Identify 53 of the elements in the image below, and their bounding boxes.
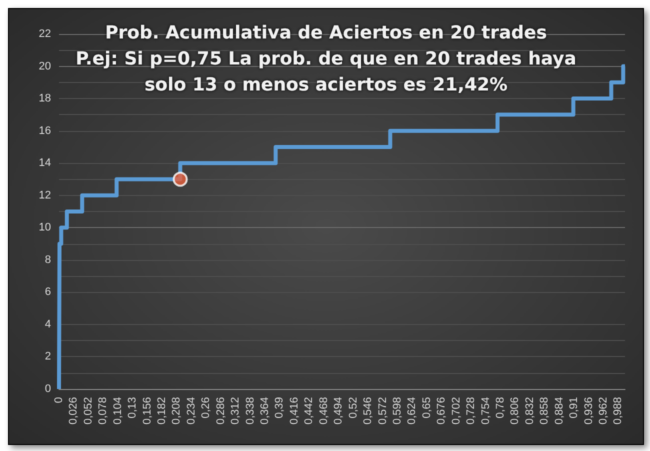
x-tick-label: 0,468 bbox=[318, 397, 330, 425]
y-tick-label: 16 bbox=[38, 124, 51, 137]
x-tick-label: 0,52 bbox=[347, 397, 360, 418]
y-tick-label: 0 bbox=[44, 383, 51, 395]
y-tick-label: 14 bbox=[38, 157, 51, 170]
y-tick-label: 12 bbox=[38, 189, 51, 202]
x-tick-label: 0,754 bbox=[480, 397, 492, 425]
x-tick-label: 0,39 bbox=[274, 397, 286, 418]
x-tick-label: 0,104 bbox=[112, 397, 124, 425]
x-tick-label: 0,78 bbox=[494, 397, 506, 418]
text: P.ej: Si p=0,75 La prob. de que en 20 trades haya solo 13 o menos aciertos es 21,42% bbox=[76, 48, 576, 96]
x-tick-label: 0,286 bbox=[214, 397, 227, 425]
x-tick-label: 0,338 bbox=[244, 397, 256, 425]
y-tick-label: 4 bbox=[44, 318, 51, 330]
x-tick-label: 0,91 bbox=[568, 397, 580, 418]
chart-title: Prob. Acumulativa de Aciertos en 20 trades bbox=[105, 22, 547, 44]
x-tick-label: 0,858 bbox=[538, 397, 551, 425]
x-tick-label: 0,156 bbox=[141, 397, 154, 425]
x-tick-label: 0,026 bbox=[68, 397, 80, 425]
x-tick-label: 0,182 bbox=[156, 397, 168, 425]
x-tick-label: 0,728 bbox=[465, 397, 478, 425]
x-tick-label: 0,884 bbox=[553, 397, 566, 425]
x-tick-label: 0,598 bbox=[391, 397, 404, 425]
x-tick-label: 0,546 bbox=[362, 397, 374, 425]
x-tick-label: 0,65 bbox=[420, 397, 433, 418]
x-tick-label: 0,312 bbox=[230, 397, 242, 425]
y-tick-label: 20 bbox=[38, 60, 51, 72]
x-tick-label: 0,832 bbox=[524, 397, 536, 425]
y-tick-label: 18 bbox=[38, 92, 51, 105]
x-tick-label: 0,364 bbox=[259, 397, 272, 425]
x-tick-label: 0,624 bbox=[406, 397, 418, 425]
x-tick-label: 0,416 bbox=[288, 397, 300, 425]
y-tick-label: 6 bbox=[44, 286, 51, 298]
x-tick-label: 0,234 bbox=[185, 397, 198, 425]
x-tick-label: 0,988 bbox=[612, 397, 624, 425]
x-tick-label: 0 bbox=[53, 397, 65, 404]
y-tick-label: 2 bbox=[44, 350, 51, 363]
x-tick-label: 0,962 bbox=[597, 397, 610, 425]
x-tick-label: 0,208 bbox=[170, 397, 183, 425]
x-tick-label: 0,806 bbox=[509, 397, 522, 425]
x-tick-label: 0,494 bbox=[332, 397, 345, 425]
x-tick-label: 0,702 bbox=[450, 397, 462, 425]
x-tick-label: 0,13 bbox=[126, 397, 139, 418]
x-tick-label: 0,676 bbox=[436, 397, 448, 425]
y-tick-label: 10 bbox=[38, 222, 51, 234]
x-tick-label: 0,936 bbox=[582, 397, 595, 425]
x-tick-label: 0,572 bbox=[376, 397, 389, 425]
x-tick-label: 0,26 bbox=[200, 397, 212, 418]
x-tick-label: 0,442 bbox=[303, 397, 316, 425]
x-tick-label: 0,052 bbox=[82, 397, 94, 425]
y-tick-label: 22 bbox=[38, 28, 51, 40]
x-tick-label: 0,078 bbox=[97, 397, 110, 425]
y-tick-label: 8 bbox=[44, 254, 51, 266]
